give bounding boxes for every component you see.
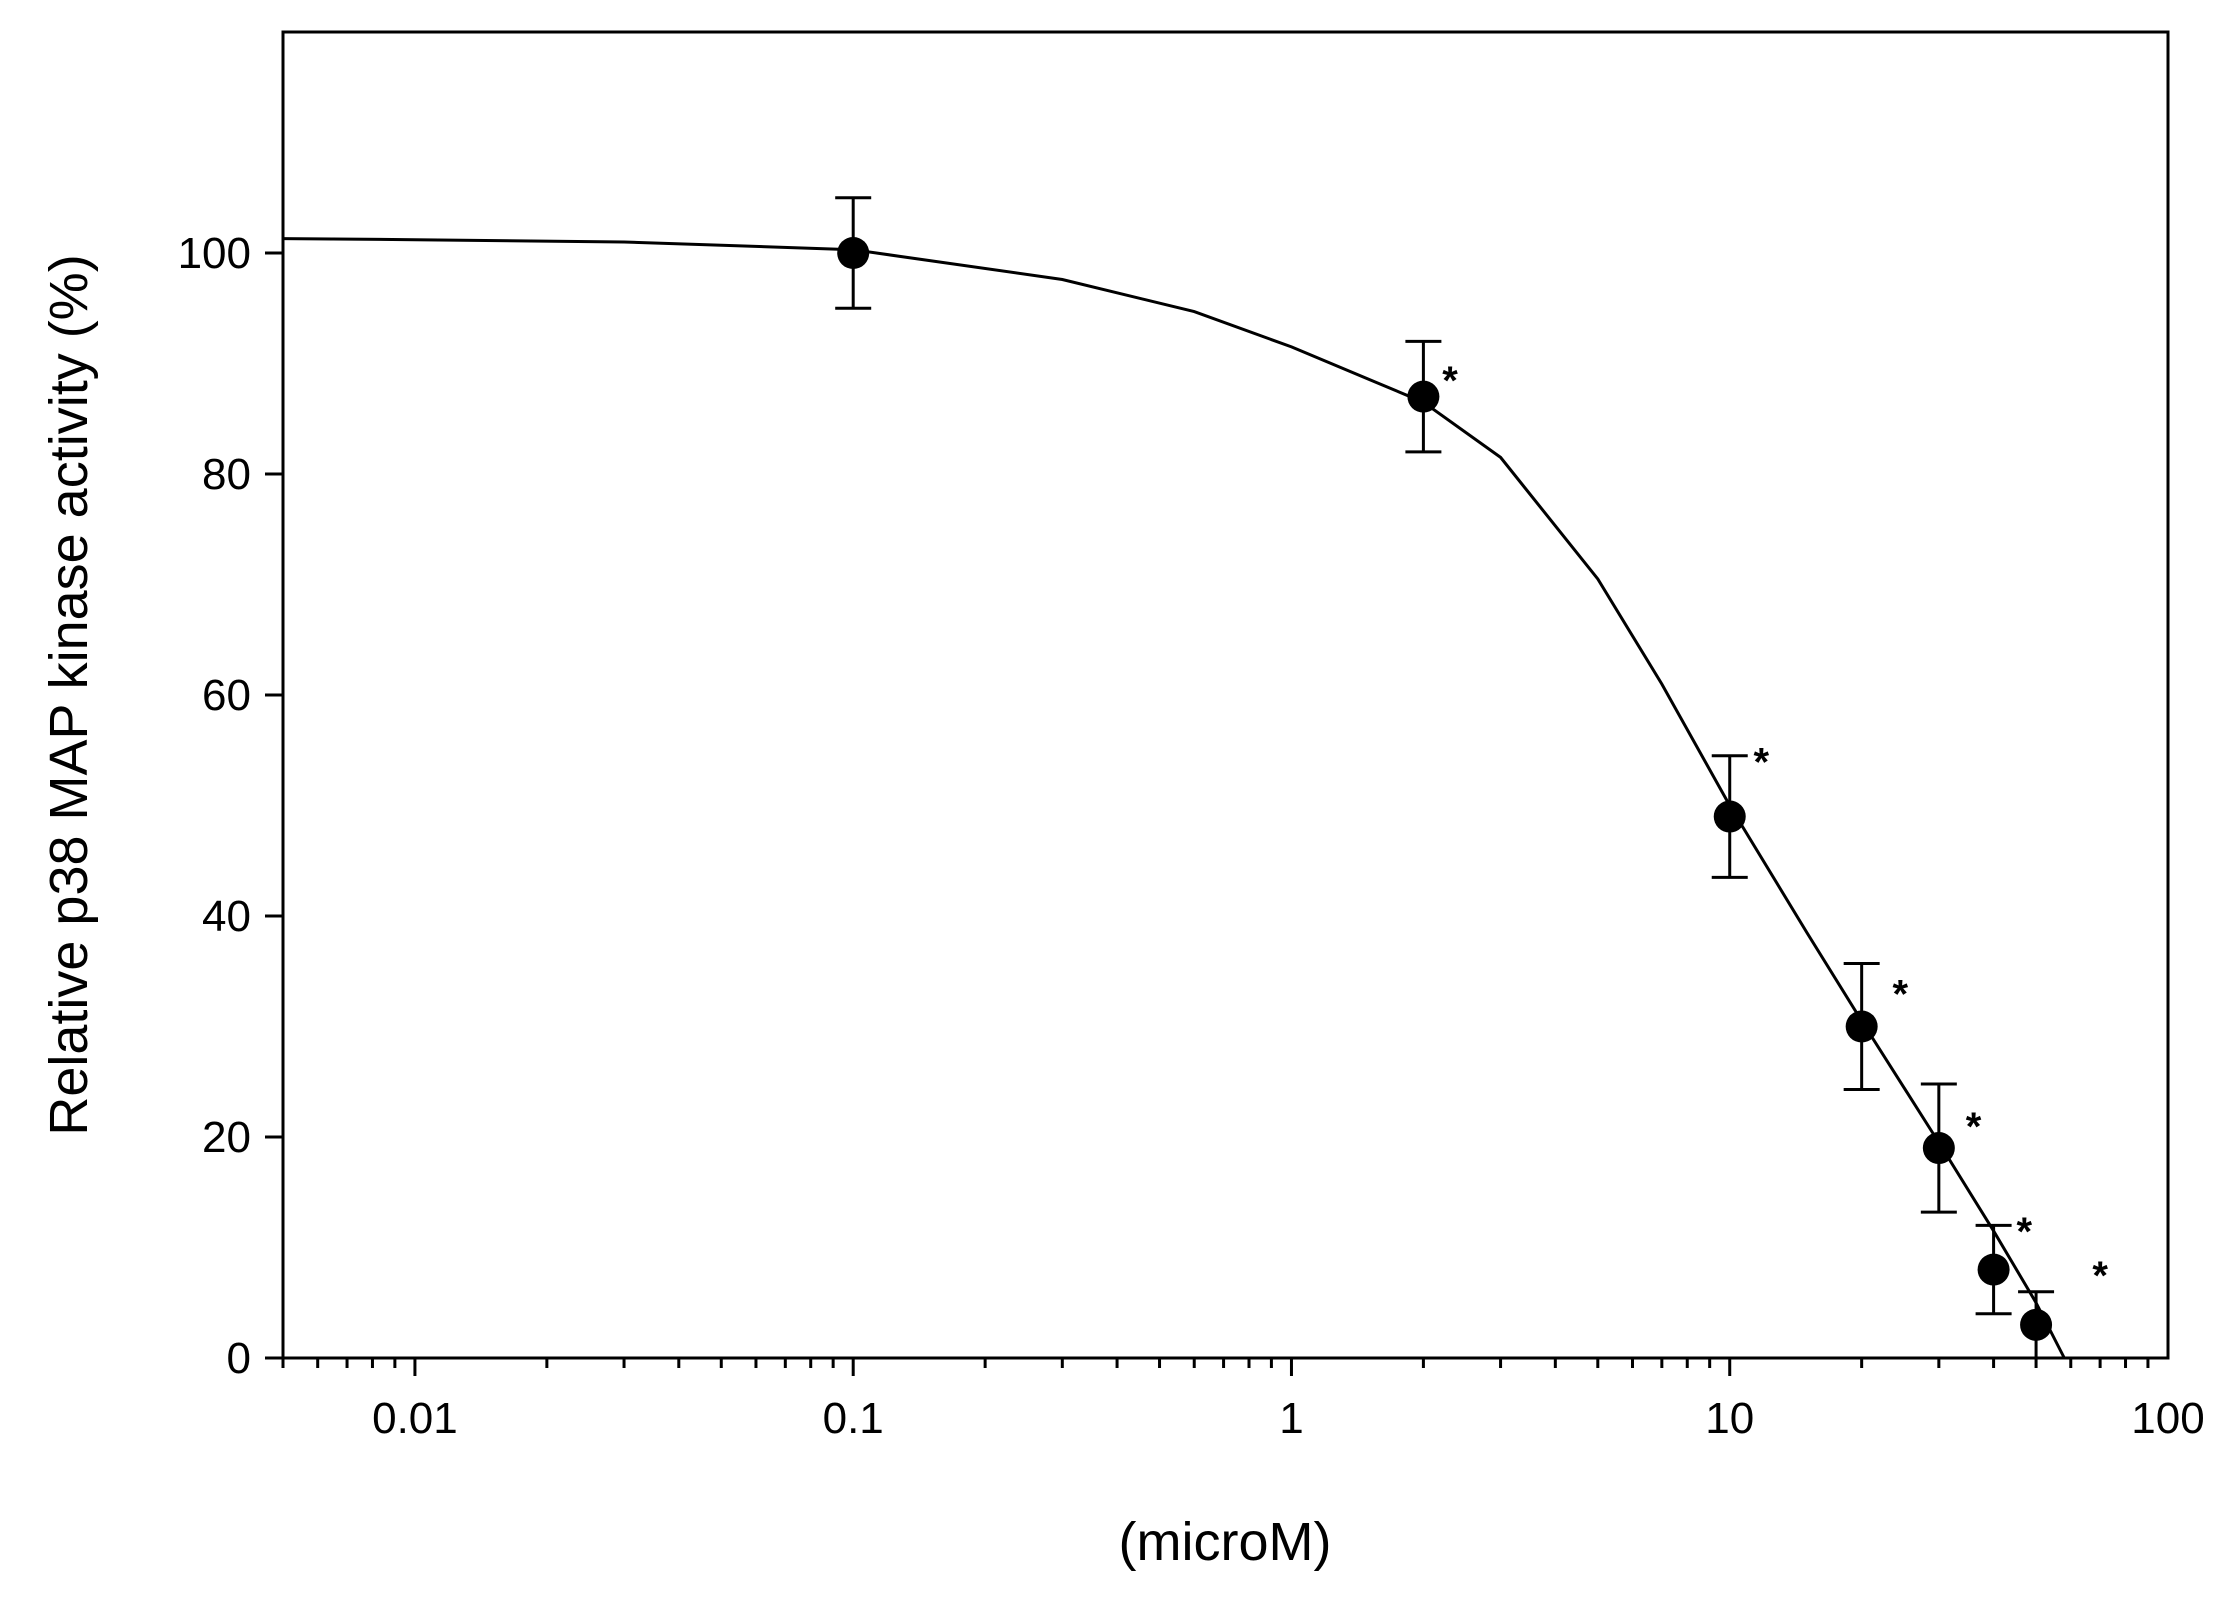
y-tick-label: 60 — [202, 671, 251, 720]
data-point — [1713, 800, 1746, 833]
data-point — [1977, 1253, 2010, 1286]
significance-star: * — [1966, 1105, 1982, 1149]
data-points — [837, 237, 2053, 1341]
significance-star: * — [2092, 1254, 2108, 1298]
x-tick-label: 0.1 — [823, 1394, 884, 1443]
significance-star: * — [2017, 1210, 2033, 1254]
data-point — [1845, 1010, 1878, 1043]
x-tick-label: 100 — [2131, 1394, 2204, 1443]
x-axis: 0.01 0.1 1 10 100 — [281, 1358, 2205, 1443]
significance-star: * — [1442, 359, 1458, 403]
y-tick-label: 100 — [178, 229, 251, 278]
y-tick-label: 40 — [202, 892, 251, 941]
significance-markers: * * * * * * — [1442, 359, 2108, 1298]
y-axis-title: Relative p38 MAP kinase activity (%) — [39, 254, 99, 1135]
x-tick-label: 10 — [1705, 1394, 1754, 1443]
data-point — [837, 237, 870, 269]
fit-curve — [282, 237, 2066, 1359]
y-tick-label: 0 — [227, 1334, 251, 1383]
data-point — [2020, 1308, 2053, 1341]
x-tick-label: 1 — [1279, 1394, 1303, 1443]
significance-star: * — [1753, 740, 1769, 784]
y-axis: 0 20 40 60 80 100 — [178, 229, 283, 1383]
data-point — [1922, 1132, 1955, 1165]
data-point — [1407, 380, 1440, 413]
y-tick-label: 80 — [202, 450, 251, 499]
plot-frame — [281, 30, 2170, 1360]
x-tick-label: 0.01 — [372, 1394, 458, 1443]
y-tick-label: 20 — [202, 1113, 251, 1162]
significance-star: * — [1893, 972, 1909, 1016]
x-axis-title: (microM) — [1119, 1512, 1332, 1572]
